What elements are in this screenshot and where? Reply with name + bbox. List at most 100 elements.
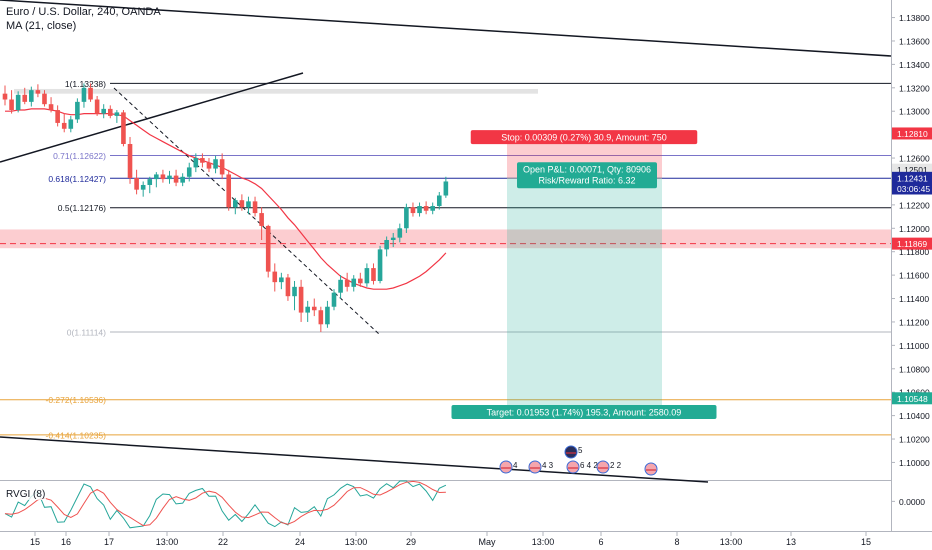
candle[interactable] [180,173,185,187]
candle[interactable] [239,194,245,211]
trend-line-upper[interactable] [0,0,892,57]
candle[interactable] [127,136,133,184]
candle[interactable] [443,176,449,198]
candle[interactable] [88,83,93,102]
candle[interactable] [29,86,34,107]
economic-event-icon[interactable] [644,462,658,476]
candle[interactable] [154,172,159,188]
candle[interactable] [371,263,376,285]
candle[interactable] [364,263,370,287]
price-scale-tag[interactable]: 1.12810 [892,127,932,140]
candle[interactable] [15,91,21,113]
open-pnl-bg [517,162,657,189]
candle[interactable] [272,263,278,292]
candle[interactable] [397,223,403,243]
candle[interactable] [9,90,14,114]
candle[interactable] [193,153,199,173]
candle[interactable] [134,169,139,195]
candle[interactable] [68,115,74,133]
candle[interactable] [160,169,166,183]
candle[interactable] [173,169,179,187]
candle[interactable] [325,300,330,328]
candle-body [180,176,185,183]
candle[interactable] [213,155,218,174]
candle[interactable] [147,176,153,194]
candle[interactable] [252,196,258,217]
candle[interactable] [226,169,232,211]
candle[interactable] [94,96,100,116]
stop-label[interactable]: Stop: 0.00309 (0.27%) 30.9, Amount: 750 [470,130,698,145]
candle[interactable] [186,162,192,182]
candle[interactable] [140,181,146,197]
candle[interactable] [285,273,291,301]
candle[interactable] [344,272,350,292]
trend-line-rising[interactable] [0,72,304,163]
candle[interactable] [423,201,429,215]
candle[interactable] [35,84,41,98]
candle[interactable] [55,105,60,127]
candle[interactable] [81,83,87,108]
candle[interactable] [107,105,113,119]
candle[interactable] [42,90,47,107]
price-tick-label: 1.12600 [899,154,930,164]
candle-body [147,179,153,185]
candle[interactable] [259,207,264,240]
candle-body [219,159,225,175]
candle[interactable] [48,97,54,113]
event-count: 4 3 [542,461,554,470]
candle[interactable] [219,153,225,180]
economic-event-icon[interactable]: 4 3 [528,460,554,474]
candle[interactable] [114,110,120,123]
candle[interactable] [417,202,422,217]
candle[interactable] [279,272,284,290]
candle[interactable] [390,232,396,248]
economic-event-icon[interactable]: 5 [564,445,583,459]
candle[interactable] [311,298,317,317]
candle[interactable] [121,110,126,147]
time-tick-label: 15 [861,537,871,547]
trend-line-lower[interactable] [0,436,709,483]
candle[interactable] [2,85,8,106]
price-scale-tag[interactable]: 1.12431 [892,171,932,184]
candle[interactable] [430,202,435,215]
candle[interactable] [298,279,304,322]
economic-event-icon[interactable]: 6 4 2 [566,460,598,474]
candle[interactable] [101,104,106,119]
candle[interactable] [318,306,324,333]
price-scale-tag[interactable]: 03:06:45 [892,182,932,195]
candle[interactable] [200,153,205,168]
target-label[interactable]: Target: 0.01953 (1.74%) 195.3, Amount: 2… [451,404,717,419]
price-scale-tag[interactable]: 1.10548 [892,392,932,405]
candle[interactable] [61,113,67,133]
candle[interactable] [377,245,383,284]
economic-event-icon[interactable]: 2 2 [596,460,622,474]
candle-body [55,110,60,123]
highlight-band [14,88,538,94]
economic-event-icon[interactable]: 4 [499,460,518,474]
candle[interactable] [246,196,251,215]
resistance-zone[interactable] [0,229,891,249]
candle[interactable] [265,224,271,278]
candle[interactable] [358,272,363,287]
candle[interactable] [22,87,28,105]
target-zone[interactable] [507,178,662,407]
open-pnl-label[interactable]: Open P&L: 0.00071, Qty: 80906Risk/Reward… [517,162,657,189]
candle[interactable] [410,202,416,217]
candle[interactable] [167,170,172,184]
candle[interactable] [404,203,409,233]
candle[interactable] [292,280,297,311]
candle[interactable] [233,197,238,215]
candle[interactable] [351,275,357,292]
price-scale-tag[interactable]: 1.11869 [892,237,932,250]
candle[interactable] [338,275,343,299]
rvgi-signal-line[interactable] [4,480,446,527]
candle[interactable] [331,289,337,311]
candle[interactable] [75,98,80,123]
candle[interactable] [384,236,389,257]
candle-body [22,94,28,102]
candle[interactable] [206,158,212,173]
candle[interactable] [436,192,442,210]
candle[interactable] [305,300,310,322]
rvgi-line[interactable] [4,480,447,529]
